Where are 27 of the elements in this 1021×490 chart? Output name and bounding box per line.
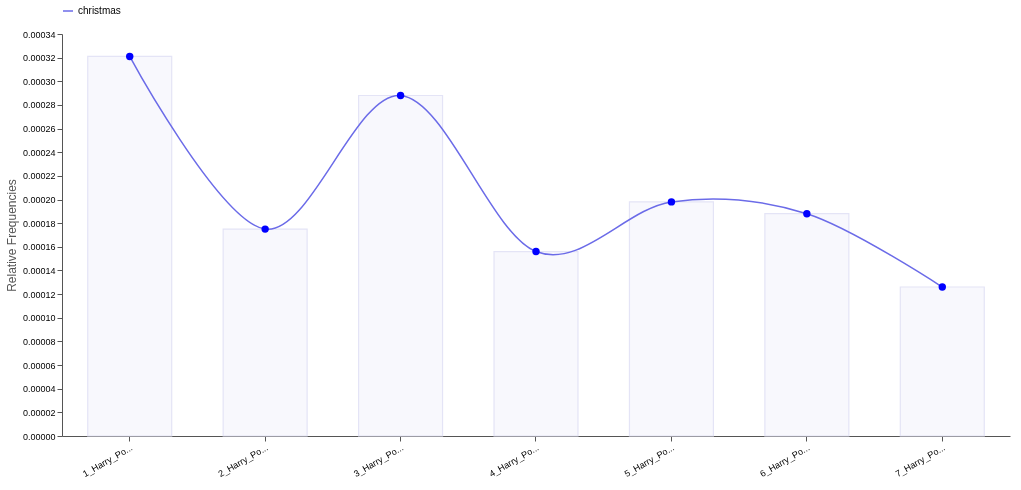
legend-label: christmas bbox=[78, 5, 121, 16]
bar bbox=[87, 55, 173, 437]
bar bbox=[222, 228, 308, 437]
y-tick-label: 0.00012 bbox=[22, 289, 56, 300]
bar bbox=[493, 250, 579, 437]
y-tick-label: 0.00010 bbox=[22, 313, 56, 324]
y-tick-label: 0.00034 bbox=[22, 29, 56, 40]
bar bbox=[899, 286, 985, 437]
y-tick-label: 0.00032 bbox=[22, 53, 56, 64]
bar bbox=[628, 201, 715, 437]
y-tick-label: 0.00022 bbox=[22, 171, 56, 182]
y-tick-label: 0.00024 bbox=[22, 147, 56, 158]
bar bbox=[764, 213, 850, 437]
y-axis-title: Relative Frequencies bbox=[4, 179, 19, 292]
y-tick-label: 0.00018 bbox=[22, 218, 56, 229]
y-tick-label: 0.00006 bbox=[22, 360, 56, 371]
y-tick-label: 0.00004 bbox=[22, 384, 56, 395]
y-tick-label: 0.00030 bbox=[22, 76, 56, 87]
bar bbox=[357, 94, 444, 437]
y-tick-label: 0.00014 bbox=[22, 265, 56, 276]
y-tick-label: 0.00028 bbox=[22, 100, 56, 111]
y-tick-label: 0.00008 bbox=[22, 336, 56, 347]
y-tick-label: 0.00002 bbox=[22, 407, 56, 418]
y-tick-label: 0.00000 bbox=[22, 431, 56, 442]
y-tick-label: 0.00016 bbox=[22, 242, 56, 253]
y-tick-label: 0.00020 bbox=[22, 195, 56, 206]
y-tick-label: 0.00026 bbox=[22, 124, 56, 135]
